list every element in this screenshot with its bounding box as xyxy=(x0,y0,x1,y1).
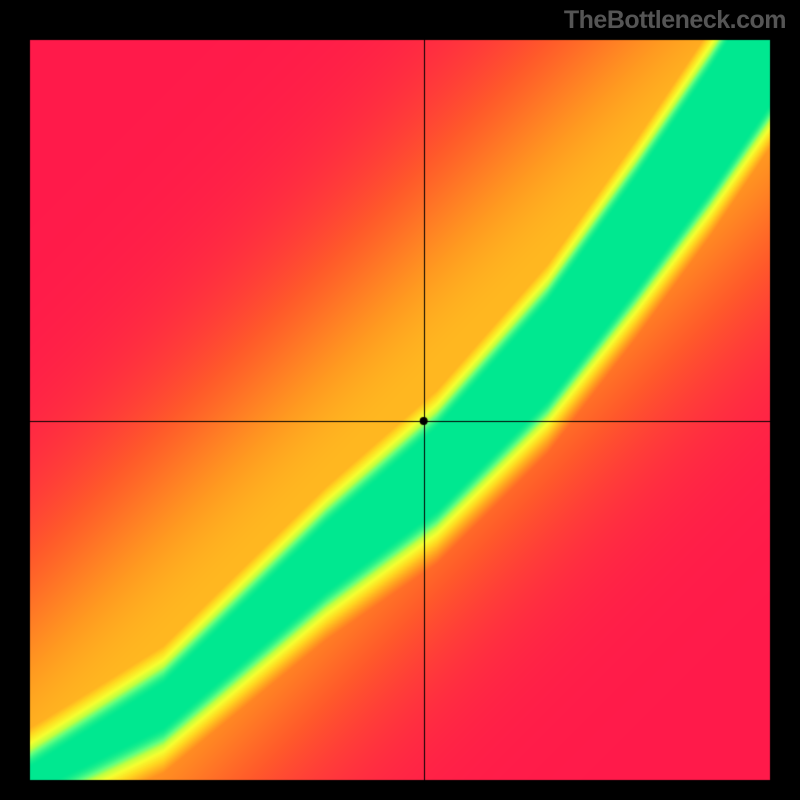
heatmap-canvas xyxy=(0,0,800,800)
chart-container: TheBottleneck.com xyxy=(0,0,800,800)
watermark-text: TheBottleneck.com xyxy=(564,6,786,35)
